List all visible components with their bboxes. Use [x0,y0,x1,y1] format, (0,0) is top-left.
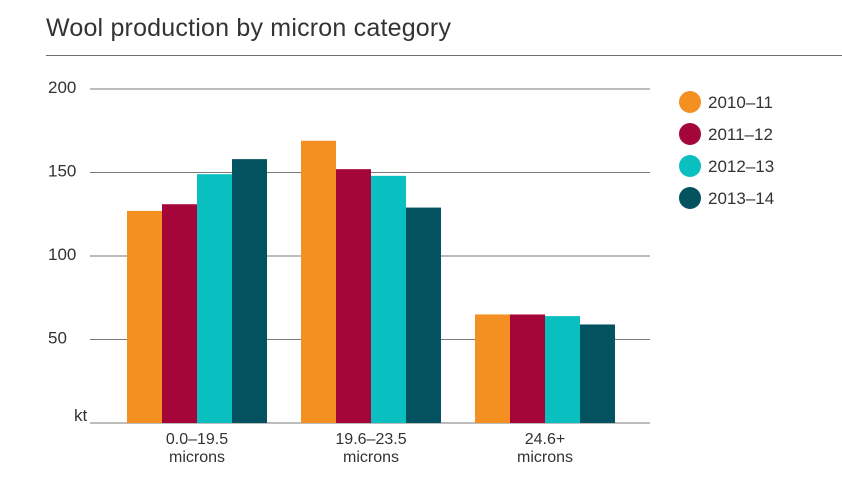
y-axis-unit-label: kt [74,406,88,425]
y-tick-label: 200 [48,78,76,97]
bar-2-2 [545,316,580,423]
legend-label: 2012–13 [708,157,774,176]
x-category-label: 19.6–23.5 [335,431,406,448]
x-category-label: 0.0–19.5 [166,431,228,448]
legend-swatch [679,155,701,177]
legend: 2010–11 2011–12 2012–13 2013–14 [679,91,774,209]
y-tick-labels: 50 100 150 200 kt [48,78,88,425]
x-category-label: 24.6+ [525,431,565,448]
x-category-label: microns [169,449,225,466]
x-category-label: microns [517,449,573,466]
bar-2-3 [580,324,615,423]
bar-2-1 [510,314,545,423]
bars [127,140,615,423]
bar-1-3 [406,207,441,423]
legend-label: 2011–12 [708,125,773,144]
bar-2-0 [475,314,510,423]
bar-0-1 [162,204,197,423]
chart-title: Wool production by micron category [46,14,452,42]
title-divider [46,55,842,56]
x-category-labels: 0.0–19.5microns19.6–23.5microns24.6+micr… [166,431,573,466]
y-tick-label: 100 [48,245,76,264]
bar-1-2 [371,175,406,423]
x-category-label: microns [343,449,399,466]
legend-label: 2010–11 [708,93,773,112]
bar-1-0 [301,140,336,423]
bar-0-2 [197,174,232,423]
bar-1-1 [336,169,371,423]
bar-0-0 [127,210,162,423]
legend-swatch [679,91,701,113]
legend-swatch [679,187,701,209]
legend-swatch [679,123,701,145]
bar-0-3 [232,159,267,423]
y-tick-label: 50 [48,329,67,348]
legend-label: 2013–14 [708,189,774,208]
y-tick-label: 150 [48,162,76,181]
